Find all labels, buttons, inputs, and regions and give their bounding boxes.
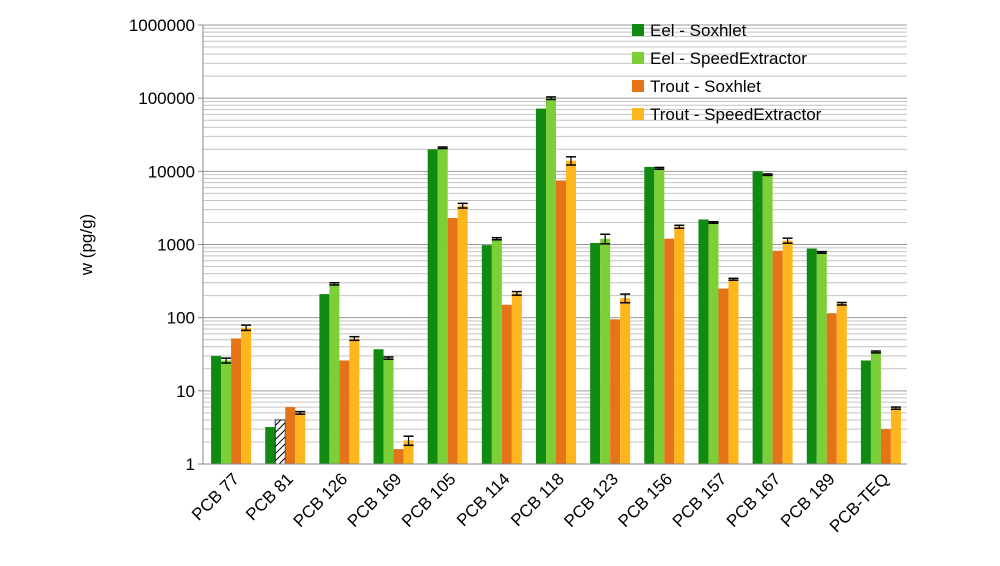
x-category-label: PCB 169: [344, 469, 406, 531]
bar: [211, 355, 222, 464]
bar: [437, 147, 448, 464]
y-tick-label: 1000: [157, 236, 195, 255]
legend-label: Trout - Soxhlet: [650, 77, 761, 96]
legend-label: Eel - SpeedExtractor: [650, 49, 807, 68]
bar: [403, 440, 414, 464]
y-tick-label: 100: [167, 309, 195, 328]
bar: [373, 349, 384, 464]
bar: [762, 174, 773, 464]
bar: [241, 327, 252, 464]
x-category-label: PCB 114: [453, 469, 514, 530]
bar: [772, 250, 783, 464]
bar: [457, 205, 468, 464]
bar: [349, 338, 360, 464]
bar: [806, 248, 817, 464]
bar: [501, 304, 512, 464]
bar: [536, 108, 546, 465]
bar: [880, 429, 891, 464]
x-category-label: PCB 167: [723, 469, 785, 531]
x-category-label: PCB-TEQ: [826, 469, 893, 536]
y-tick-label: 1: [186, 455, 195, 474]
y-tick-label: 100000: [138, 89, 195, 108]
bar: [295, 412, 306, 464]
error-bars: [221, 96, 901, 447]
x-category-label: PCB 126: [290, 469, 352, 531]
bar: [644, 166, 655, 464]
bar: [620, 298, 631, 464]
bar: [610, 319, 621, 464]
x-category-label: PCB 157: [669, 469, 731, 531]
bar: [221, 360, 232, 464]
y-tick-label: 1000000: [129, 16, 195, 35]
legend-swatch: [632, 80, 644, 92]
legend-swatch: [632, 24, 644, 36]
bar: [782, 240, 793, 464]
bar: [600, 238, 611, 464]
bar: [664, 238, 675, 464]
bar: [566, 160, 576, 464]
bar: [231, 338, 242, 464]
bar: [285, 407, 296, 464]
bar: [728, 279, 739, 464]
legend-swatch: [632, 108, 644, 120]
legend-label: Eel - Soxhlet: [650, 21, 747, 40]
x-category-label: PCB 118: [507, 469, 568, 530]
bar: [383, 358, 394, 464]
bar: [826, 313, 837, 464]
bar: [481, 245, 492, 464]
x-category-label: PCB 105: [398, 469, 460, 531]
bar: [718, 288, 729, 464]
x-category-label: PCB 81: [242, 469, 297, 524]
bar: [836, 303, 847, 464]
legend-swatch: [632, 52, 644, 64]
bar: [274, 419, 286, 465]
legend: Eel - Soxhlet Eel - SpeedExtractor Trout -…: [632, 21, 822, 124]
bar: [329, 283, 340, 464]
bar: [752, 171, 763, 465]
bar: [674, 226, 685, 464]
bar: [447, 218, 458, 464]
bar: [546, 98, 556, 465]
y-tick-label: 10: [176, 382, 195, 401]
legend-label: Trout - SpeedExtractor: [650, 105, 822, 124]
x-category-label: PCB 123: [560, 469, 622, 531]
bar: [708, 222, 719, 464]
bar: [427, 149, 438, 464]
x-category-label: PCB 77: [188, 469, 243, 524]
bar: [319, 294, 330, 464]
y-tick-label: 10000: [148, 162, 195, 181]
bar: [654, 168, 665, 465]
bar: [860, 360, 871, 464]
bar: [393, 449, 404, 464]
bar: [265, 427, 276, 464]
y-axis-title: w (pg/g): [77, 214, 96, 276]
bar: [556, 180, 566, 465]
bar: [511, 293, 522, 464]
bar: [491, 238, 502, 464]
bar: [339, 360, 350, 464]
bar: [870, 351, 881, 464]
bars: [211, 98, 901, 465]
bar: [590, 242, 601, 464]
bar: [816, 252, 827, 464]
x-category-label: PCB 156: [615, 469, 677, 531]
bar: [698, 219, 709, 464]
bar: [890, 408, 901, 464]
